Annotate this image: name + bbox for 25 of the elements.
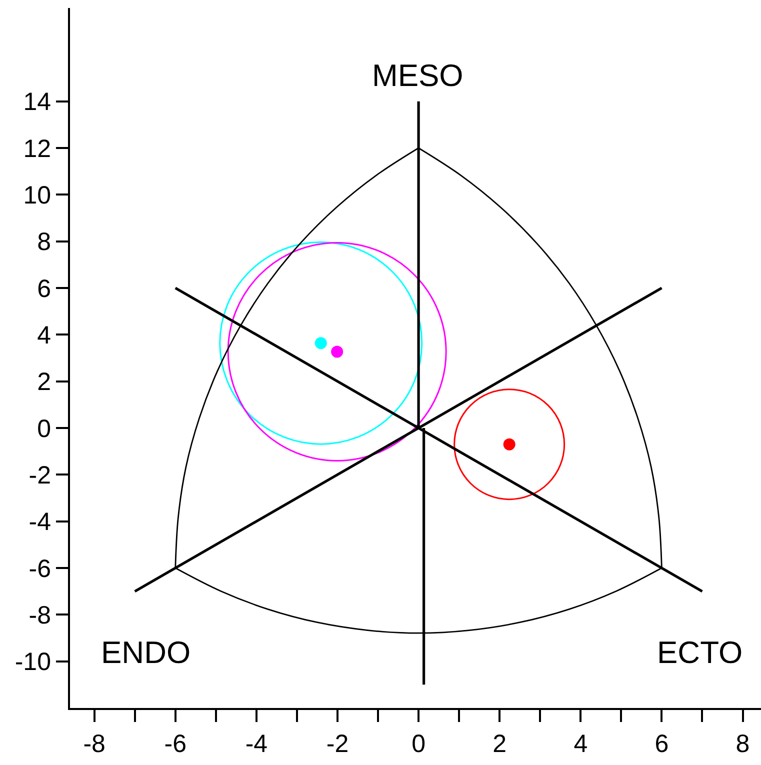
- y-tick-label: 0: [37, 414, 51, 443]
- y-tick-label: -6: [28, 554, 51, 583]
- annotation: ENDO: [101, 635, 191, 670]
- x-tick-label: 6: [654, 730, 669, 758]
- y-tick-label: 6: [37, 274, 51, 303]
- x-tick-label: 8: [736, 730, 750, 758]
- y-tick-label: -10: [14, 648, 51, 676]
- x-tick-label: 2: [492, 730, 507, 758]
- y-tick-label: 8: [37, 228, 51, 256]
- y-tick-label: 14: [23, 88, 52, 116]
- y-tick-label: 10: [23, 181, 51, 210]
- y-tick-label: -8: [28, 601, 51, 630]
- y-tick-label: 4: [37, 321, 52, 350]
- x-tick-label: -2: [326, 730, 349, 758]
- y-tick-label: 12: [23, 134, 51, 163]
- x-tick-label: -8: [83, 730, 106, 758]
- x-tick-label: 4: [574, 730, 588, 758]
- y-tick-label: 2: [37, 368, 51, 396]
- y-tick-label: -4: [28, 508, 52, 536]
- annotation: MESO: [372, 58, 464, 93]
- x-tick-label: -4: [245, 730, 268, 758]
- x-tick-label: 0: [412, 730, 426, 758]
- y-tick-label: -2: [28, 461, 51, 490]
- x-tick-label: -6: [164, 730, 186, 758]
- annotation: ECTO: [657, 635, 743, 670]
